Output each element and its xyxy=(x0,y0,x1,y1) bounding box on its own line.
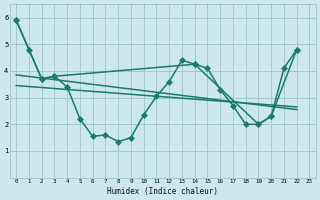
X-axis label: Humidex (Indice chaleur): Humidex (Indice chaleur) xyxy=(107,187,218,196)
